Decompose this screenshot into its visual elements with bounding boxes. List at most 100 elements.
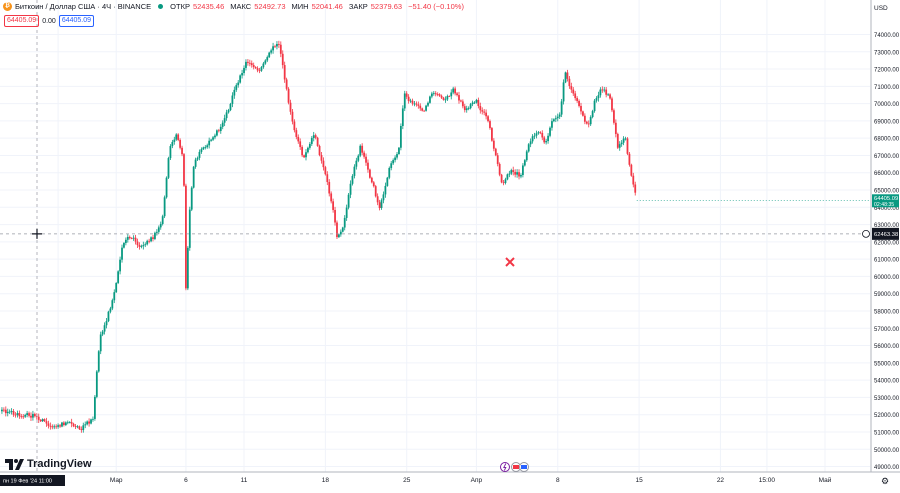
candle-body xyxy=(527,144,530,152)
candle-body xyxy=(620,142,623,145)
candle-body xyxy=(361,145,364,153)
candle-body xyxy=(369,169,371,178)
candle-body xyxy=(59,425,61,427)
candle-body xyxy=(494,148,497,156)
candle-body xyxy=(138,245,141,247)
currency-selector[interactable]: USD xyxy=(874,5,888,12)
candle-body xyxy=(446,96,449,100)
open-label: ОТКР xyxy=(170,2,190,11)
candle-body xyxy=(185,185,187,289)
candle-body xyxy=(357,155,360,161)
candle-body xyxy=(175,134,178,140)
candle-body xyxy=(401,108,404,126)
candle-body xyxy=(535,133,538,136)
candle-body xyxy=(130,238,133,239)
candle-body xyxy=(407,96,410,101)
candle-body xyxy=(274,46,276,48)
candle-body xyxy=(200,149,203,152)
candle-body xyxy=(101,331,104,335)
candle-body xyxy=(605,89,608,95)
settings-gear-icon[interactable]: ⚙ xyxy=(880,476,890,486)
candle-body xyxy=(84,424,87,426)
candle-body xyxy=(624,138,627,140)
candle-body xyxy=(467,108,470,109)
candle-body xyxy=(150,237,152,242)
candle-body xyxy=(326,174,329,183)
candle-body xyxy=(165,177,168,198)
candle-body xyxy=(206,145,209,148)
x-tick-label: 15 xyxy=(635,477,643,484)
close-marker-icon[interactable] xyxy=(505,257,515,267)
candle-body xyxy=(541,132,544,138)
candle-body xyxy=(161,216,164,224)
candle-body xyxy=(339,231,342,235)
candle-body xyxy=(88,421,90,424)
change-value: −51.40 (−0.10%) xyxy=(408,2,464,11)
candle-body xyxy=(613,110,615,123)
event-lightning-icon[interactable] xyxy=(500,462,510,472)
y-tick-label: 55000.00 xyxy=(874,361,900,367)
candle-body xyxy=(132,237,135,239)
candle-body xyxy=(55,426,58,428)
candle-body xyxy=(504,179,507,183)
candle-body xyxy=(423,110,426,112)
candle-body xyxy=(43,419,46,422)
candle-body xyxy=(241,73,243,76)
candle-body xyxy=(347,194,350,208)
sell-button[interactable]: 64405.09 xyxy=(4,15,40,27)
candle-body xyxy=(310,138,313,144)
crosshair xyxy=(0,0,870,472)
candle-body xyxy=(210,139,212,141)
candle-body xyxy=(324,167,327,175)
candle-body xyxy=(307,147,309,153)
candle-body xyxy=(498,163,501,175)
candle-body xyxy=(545,141,548,143)
flag-canton xyxy=(521,465,527,469)
candle-body xyxy=(74,426,77,427)
candle-body xyxy=(460,100,462,102)
candle-body xyxy=(374,186,377,197)
candle-body xyxy=(37,416,40,420)
candle-body xyxy=(196,157,199,160)
flag-stripes xyxy=(513,465,519,469)
candle-body xyxy=(243,67,245,74)
candle-body xyxy=(429,96,431,103)
candle-body xyxy=(634,184,637,193)
candle-body xyxy=(219,126,222,132)
candle-body xyxy=(47,423,50,426)
candle-body xyxy=(198,151,201,158)
candle-body xyxy=(399,125,402,148)
candle-body xyxy=(229,103,232,111)
candle-body xyxy=(367,162,369,170)
candle-body xyxy=(20,416,23,418)
candle-body xyxy=(318,145,321,155)
candle-body xyxy=(593,100,596,112)
bitcoin-icon: ₿ xyxy=(3,2,12,11)
candle-body xyxy=(427,102,429,106)
candle-body xyxy=(436,94,439,96)
candle-body xyxy=(126,236,129,240)
candle-body xyxy=(216,130,218,136)
candle-body xyxy=(115,282,118,293)
spread-value: 0.00 xyxy=(42,17,56,25)
candle-body xyxy=(349,183,352,195)
candle-body xyxy=(154,232,156,239)
candle-body xyxy=(343,217,346,228)
candle-body xyxy=(142,245,145,247)
add-alert-icon[interactable] xyxy=(862,229,870,238)
candle-body xyxy=(70,422,73,424)
candle-body xyxy=(483,111,486,113)
candle-body xyxy=(301,146,304,156)
symbol-title[interactable]: Биткоин / Доллар США · 4Ч · BINANCE xyxy=(15,2,152,11)
x-tick-label: 22 xyxy=(717,477,725,484)
candle-body xyxy=(90,419,92,424)
candle-body xyxy=(99,334,102,352)
buy-button[interactable]: 64405.09 xyxy=(58,15,95,27)
open-value: 52435.46 xyxy=(192,2,225,11)
candle-body xyxy=(572,89,575,94)
candle-body xyxy=(92,418,94,420)
candle-body xyxy=(616,133,619,148)
candle-body xyxy=(508,173,511,175)
